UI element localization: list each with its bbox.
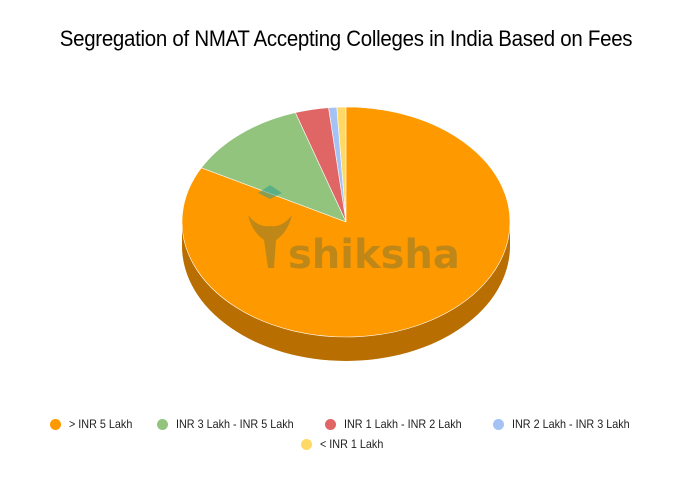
watermark-text: shiksha	[288, 232, 460, 278]
legend-swatch-icon	[49, 418, 61, 430]
legend-item-1-to-2-lakh[interactable]: INR 1 Lakh - INR 2 Lakh	[324, 417, 475, 431]
pie-slices	[181, 106, 511, 338]
pie-slice[interactable]	[200, 112, 347, 223]
legend-row-1: > INR 5 Lakh INR 3 Lakh - INR 5 Lakh INR…	[0, 414, 692, 434]
legend-row-2: < INR 1 Lakh	[0, 434, 692, 454]
legend-swatch-icon	[157, 418, 169, 430]
pie-slice[interactable]	[181, 106, 511, 338]
legend-item-below-1-lakh[interactable]: < INR 1 Lakh	[301, 437, 390, 451]
legend-swatch-icon	[301, 438, 313, 450]
watermark-cap-icon	[258, 185, 282, 199]
shiksha-watermark: shiksha	[248, 185, 460, 278]
chart-title: Segregation of NMAT Accepting Colleges i…	[59, 26, 633, 51]
legend-item-above-5-lakh[interactable]: > INR 5 Lakh	[49, 417, 139, 431]
watermark-logo-icon	[248, 215, 292, 268]
legend-item-2-to-3-lakh[interactable]: INR 2 Lakh - INR 3 Lakh	[492, 417, 643, 431]
legend-swatch-icon	[324, 418, 336, 430]
chart-legend: > INR 5 Lakh INR 3 Lakh - INR 5 Lakh INR…	[0, 414, 692, 454]
pie-side-wall	[182, 222, 510, 361]
legend-swatch-icon	[492, 418, 504, 430]
legend-item-3-to-5-lakh[interactable]: INR 3 Lakh - INR 5 Lakh	[157, 417, 307, 431]
